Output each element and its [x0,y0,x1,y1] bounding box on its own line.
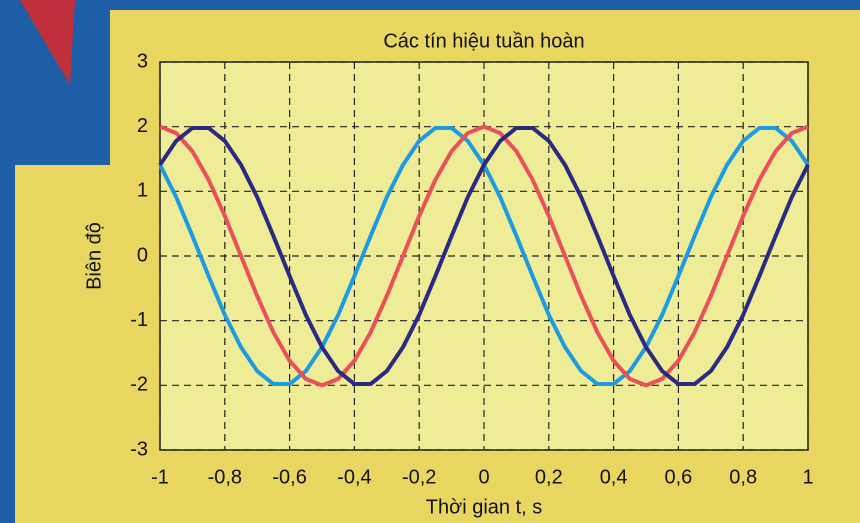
x-axis-label: Thời gian t, s [426,496,543,518]
x-tick-label: -0,2 [402,466,436,488]
y-tick-label: -1 [130,309,148,331]
x-tick-label: -0,8 [208,466,242,488]
x-tick-label: 1 [802,466,813,488]
x-tick-label: 0,2 [535,466,563,488]
series-line [158,125,810,387]
x-tick-label: -0,4 [337,466,371,488]
y-tick-label: 3 [137,50,148,72]
x-tick-label: 0,6 [664,466,692,488]
y-tick-label: -2 [130,374,148,396]
y-tick-label: -3 [130,438,148,460]
x-tick-label: -0,6 [272,466,306,488]
decoration [20,0,75,85]
y-tick-label: 1 [137,180,148,202]
series-line [159,124,809,388]
x-tick-label: -1 [151,466,169,488]
x-tick-label: 0,8 [729,466,757,488]
y-tick-label: 2 [137,115,148,137]
x-tick-label: 0 [478,466,489,488]
y-tick-label: 0 [137,244,148,266]
y-axis-label: Biên độ [83,222,105,290]
x-tick-label: 0,4 [600,466,628,488]
chart-title: Các tín hiệu tuần hoàn [383,30,584,52]
